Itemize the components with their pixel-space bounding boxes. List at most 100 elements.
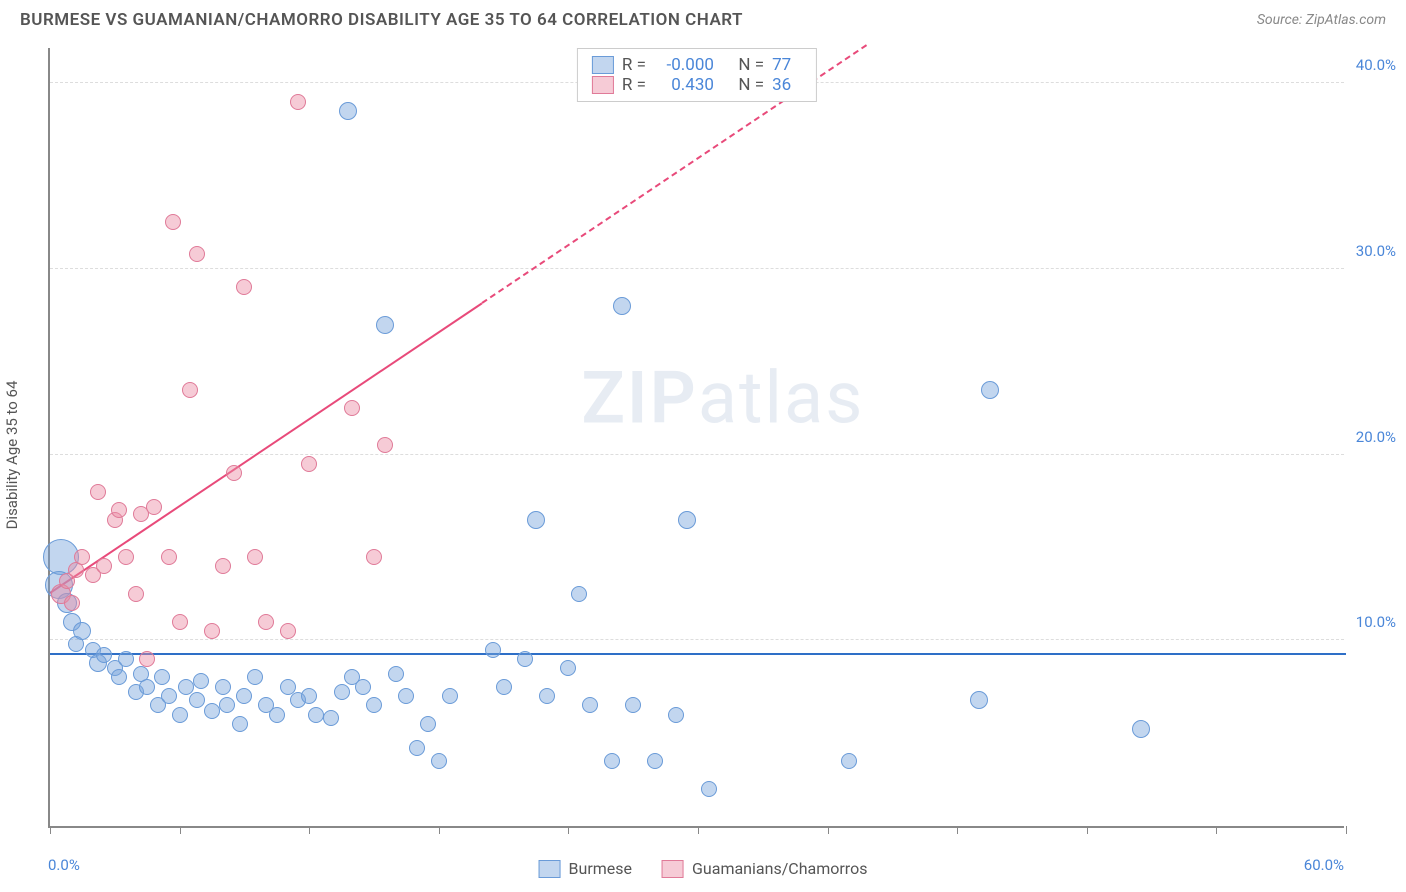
- data-point: [161, 549, 177, 565]
- x-tick: [957, 826, 958, 834]
- data-point: [376, 316, 394, 334]
- data-point: [172, 614, 188, 630]
- chart-container: ZIPatlas R =-0.000 N =77R =0.430 N =36 1…: [48, 48, 1388, 828]
- trend-line-1: [49, 302, 482, 593]
- data-point: [366, 549, 382, 565]
- data-point: [678, 511, 696, 529]
- x-tick: [439, 826, 440, 834]
- legend-label: Burmese: [569, 859, 632, 878]
- data-point: [582, 697, 598, 713]
- grid-line: [50, 639, 1344, 640]
- x-tick: [1087, 826, 1088, 834]
- data-point: [154, 669, 170, 685]
- x-tick: [50, 826, 51, 834]
- data-point: [90, 484, 106, 500]
- r-value: -0.000: [654, 55, 714, 75]
- data-point: [219, 697, 235, 713]
- y-tick-label: 40.0%: [1356, 56, 1396, 74]
- plot-area: ZIPatlas R =-0.000 N =77R =0.430 N =36 1…: [48, 48, 1344, 828]
- data-point: [146, 499, 162, 515]
- data-point: [496, 679, 512, 695]
- n-label: N =: [738, 75, 764, 95]
- data-point: [604, 753, 620, 769]
- data-point: [74, 549, 90, 565]
- data-point: [215, 558, 231, 574]
- data-point: [172, 707, 188, 723]
- data-point: [841, 753, 857, 769]
- data-point: [613, 297, 631, 315]
- data-point: [161, 688, 177, 704]
- x-min-label: 0.0%: [48, 856, 80, 874]
- trend-line-0: [50, 653, 1346, 655]
- legend-stats: R =-0.000 N =77R = 0.430 N = 36: [577, 48, 817, 102]
- data-point: [409, 740, 425, 756]
- data-point: [398, 688, 414, 704]
- data-point: [236, 688, 252, 704]
- watermark: ZIPatlas: [581, 356, 864, 441]
- x-tick: [568, 826, 569, 834]
- data-point: [139, 651, 155, 667]
- data-point: [118, 549, 134, 565]
- x-tick: [1346, 826, 1347, 834]
- data-point: [236, 279, 252, 295]
- r-value: 0.430: [654, 75, 714, 95]
- data-point: [193, 673, 209, 689]
- grid-line: [50, 268, 1344, 269]
- data-point: [280, 623, 296, 639]
- chart-title: BURMESE VS GUAMANIAN/CHAMORRO DISABILITY…: [20, 10, 743, 30]
- data-point: [560, 660, 576, 676]
- data-point: [527, 511, 545, 529]
- x-max-label: 60.0%: [1304, 856, 1344, 874]
- data-point: [442, 688, 458, 704]
- data-point: [701, 781, 717, 797]
- legend-swatch: [539, 860, 561, 878]
- data-point: [232, 716, 248, 732]
- data-point: [344, 400, 360, 416]
- data-point: [269, 707, 285, 723]
- legend-swatch: [592, 56, 614, 74]
- data-point: [64, 595, 80, 611]
- data-point: [96, 558, 112, 574]
- n-value: 77: [772, 55, 802, 75]
- data-point: [189, 692, 205, 708]
- data-point: [339, 102, 357, 120]
- data-point: [377, 437, 393, 453]
- legend-swatch: [662, 860, 684, 878]
- legend-stat-row: R = 0.430 N = 36: [592, 75, 802, 95]
- data-point: [301, 456, 317, 472]
- data-point: [204, 703, 220, 719]
- data-point: [981, 381, 999, 399]
- data-point: [334, 684, 350, 700]
- x-tick: [309, 826, 310, 834]
- data-point: [485, 642, 501, 658]
- data-point: [111, 502, 127, 518]
- data-point: [431, 753, 447, 769]
- x-tick: [180, 826, 181, 834]
- data-point: [517, 651, 533, 667]
- data-point: [226, 465, 242, 481]
- y-tick-label: 30.0%: [1356, 242, 1396, 260]
- data-point: [139, 679, 155, 695]
- data-point: [182, 382, 198, 398]
- data-point: [189, 246, 205, 262]
- data-point: [1132, 720, 1150, 738]
- data-point: [165, 214, 181, 230]
- x-tick: [698, 826, 699, 834]
- legend-bottom: Burmese Guamanians/Chamorros: [539, 859, 868, 878]
- legend-swatch: [592, 76, 614, 94]
- grid-line: [50, 454, 1344, 455]
- data-point: [118, 651, 134, 667]
- r-label: R =: [622, 75, 646, 95]
- watermark-zip: ZIP: [581, 356, 697, 441]
- legend-item: Guamanians/Chamorros: [662, 859, 867, 878]
- data-point: [366, 697, 382, 713]
- data-point: [625, 697, 641, 713]
- legend-stat-row: R =-0.000 N =77: [592, 55, 802, 75]
- source-label: Source: ZipAtlas.com: [1257, 12, 1386, 28]
- data-point: [571, 586, 587, 602]
- legend-item: Burmese: [539, 859, 632, 878]
- n-value: 36: [772, 75, 802, 95]
- data-point: [388, 666, 404, 682]
- data-point: [301, 688, 317, 704]
- watermark-atlas: atlas: [698, 356, 865, 441]
